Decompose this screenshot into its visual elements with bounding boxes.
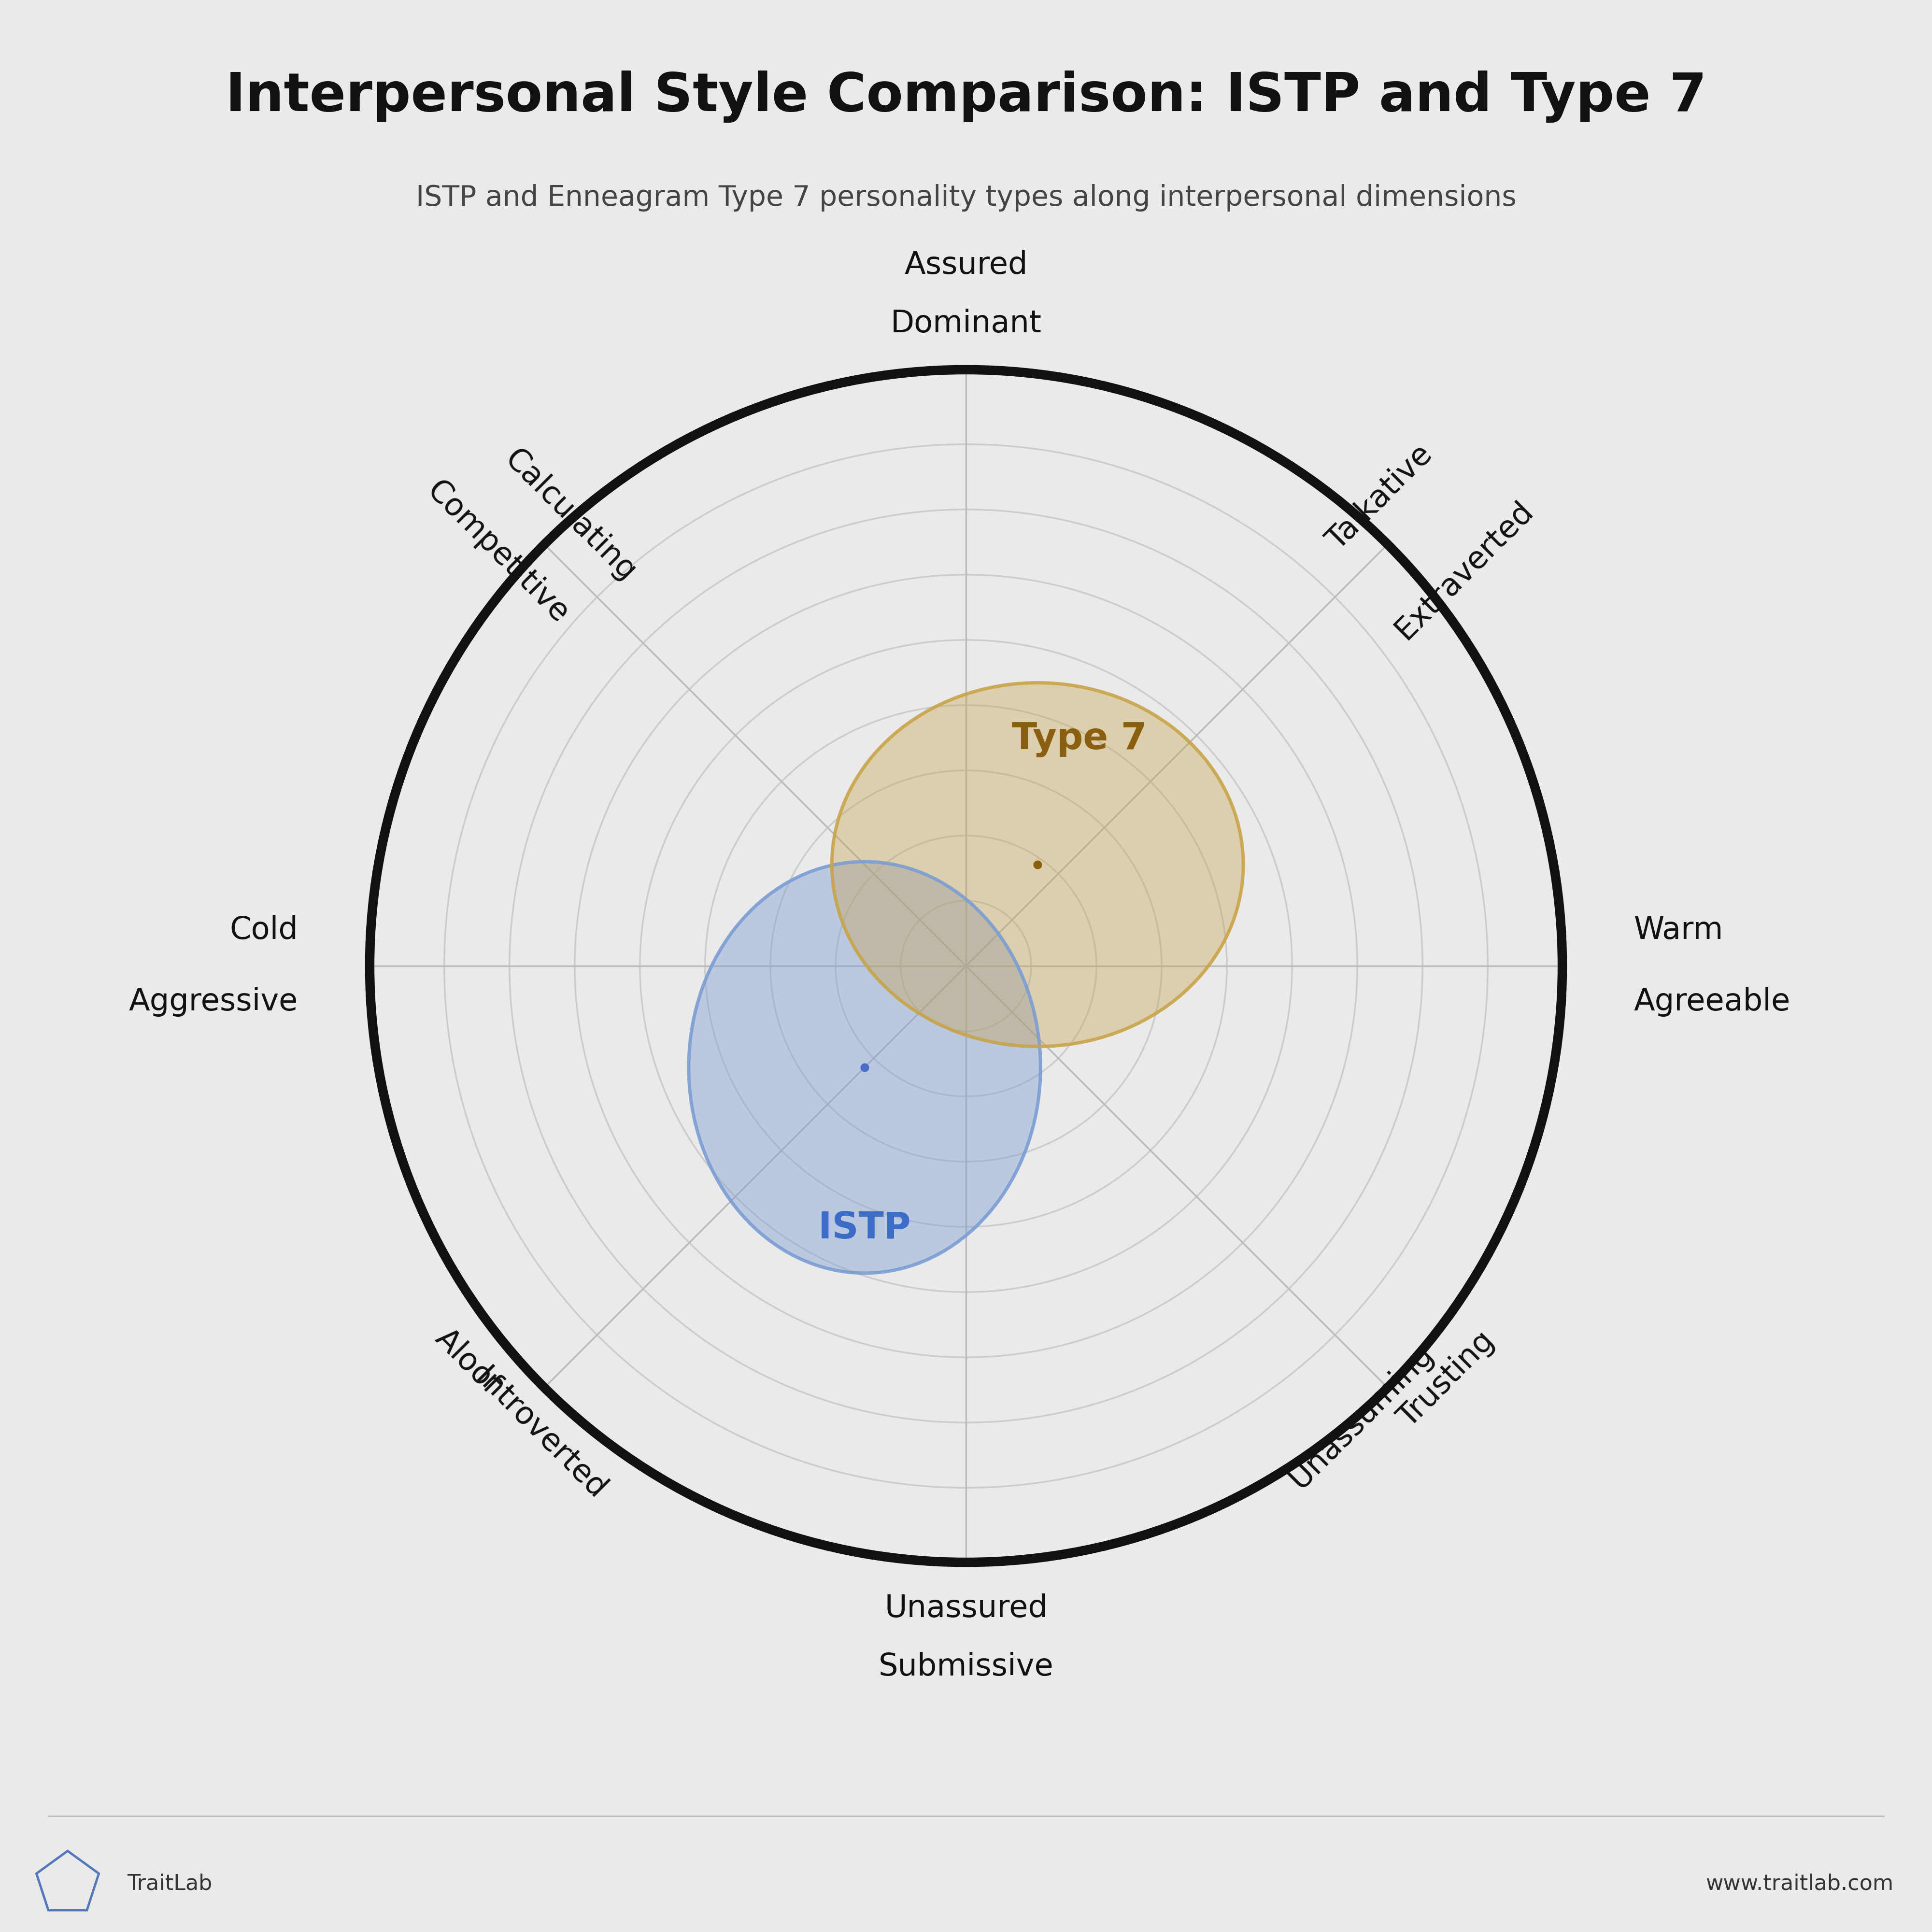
Text: Interpersonal Style Comparison: ISTP and Type 7: Interpersonal Style Comparison: ISTP and… (226, 70, 1706, 124)
Text: Unassured: Unassured (885, 1594, 1047, 1623)
Text: Unassuming: Unassuming (1285, 1339, 1439, 1493)
Text: Aloof: Aloof (429, 1323, 506, 1401)
Text: Introverted: Introverted (469, 1362, 612, 1505)
Text: Type 7: Type 7 (1012, 721, 1148, 757)
Text: Competitive: Competitive (421, 475, 574, 630)
Text: ISTP: ISTP (819, 1211, 910, 1246)
Text: Extraverted: Extraverted (1389, 495, 1540, 645)
Text: TraitLab: TraitLab (128, 1874, 213, 1893)
Ellipse shape (688, 862, 1041, 1273)
Text: Agreeable: Agreeable (1634, 987, 1791, 1016)
Text: Assured: Assured (904, 251, 1028, 280)
Text: Trusting: Trusting (1393, 1325, 1499, 1434)
Text: Warm: Warm (1634, 916, 1723, 945)
Text: Talkative: Talkative (1321, 439, 1437, 556)
Text: Dominant: Dominant (891, 309, 1041, 338)
Text: Submissive: Submissive (879, 1652, 1053, 1681)
Text: Cold: Cold (230, 916, 298, 945)
Ellipse shape (833, 682, 1244, 1047)
Text: Aggressive: Aggressive (129, 987, 298, 1016)
Text: ISTP and Enneagram Type 7 personality types along interpersonal dimensions: ISTP and Enneagram Type 7 personality ty… (415, 184, 1517, 213)
Text: Calculating: Calculating (498, 444, 641, 587)
Text: www.traitlab.com: www.traitlab.com (1706, 1874, 1893, 1893)
